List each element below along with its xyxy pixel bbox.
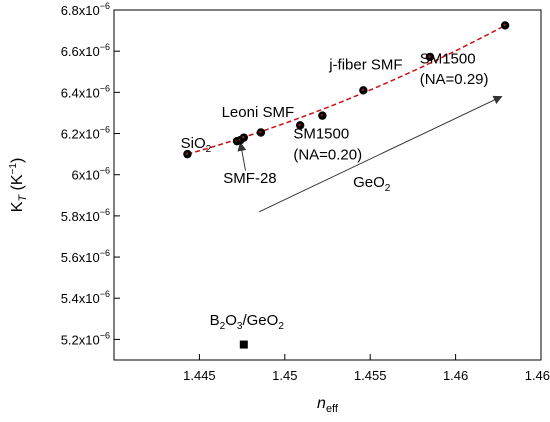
x-axis-title: neff	[317, 395, 339, 415]
data-point-highlight	[503, 23, 506, 27]
x-tick-label: 1.455	[354, 368, 387, 383]
y-tick-label: 6.2x10−6	[61, 125, 110, 142]
y-tick-label: 5.4x10−6	[61, 289, 110, 306]
y-tick-label: 6.6x10−6	[61, 42, 110, 59]
x-tick-label: 1.45	[272, 368, 297, 383]
annotation-smf28: SMF-28	[223, 170, 276, 187]
data-point-highlight	[428, 55, 431, 58]
x-tick-label: 1.465	[525, 368, 550, 383]
x-tick-label: 1.46	[443, 368, 468, 383]
annotation-geo2: GeO2	[353, 174, 391, 194]
annotations-group: SiO2 Leoni SMF SMF-28 SM1500 (NA=0.20) j-fibe…	[181, 51, 489, 332]
annotation-sm1500-029-a: SM1500	[420, 51, 476, 68]
y-tick-label: 6x10−6	[72, 166, 110, 183]
data-point-highlight	[259, 130, 262, 134]
y-tick-label: 5.2x10−6	[61, 330, 110, 347]
data-point-square	[239, 340, 248, 349]
geo2-trend-arrow	[258, 95, 503, 213]
annotation-sm1500-020-a: SM1500	[293, 126, 349, 143]
data-point-highlight	[185, 152, 189, 155]
x-ticks-group: 1.445 1.45 1.455 1.46 1.465	[183, 354, 550, 383]
y-tick-label: 5.8x10−6	[61, 207, 110, 224]
data-point-highlight	[242, 135, 245, 139]
y-tick-label: 6.8x10−6	[61, 1, 110, 18]
y-axis-title: KT (K−1)	[8, 158, 29, 213]
annotation-jfiber: j-fiber SMF	[328, 57, 402, 74]
data-point-highlight	[320, 113, 324, 117]
annotation-sio2: SiO2	[181, 135, 212, 155]
annotation-b2o3: B2O3/GeO2	[210, 312, 285, 332]
data-point-highlight	[298, 123, 301, 127]
fit-curve	[187, 24, 506, 155]
data-point-highlight	[361, 88, 365, 92]
y-ticks-group: 5.2x10−6 5.4x10−6 5.6x10−6 5.8x10−6 6x10−6 6.…	[61, 1, 120, 347]
data-points-group	[183, 21, 510, 349]
x-tick-label: 1.445	[183, 368, 216, 383]
annotation-sm1500-029-b: (NA=0.29)	[420, 71, 489, 88]
axis-titles-group: neff KT (K−1)	[8, 158, 339, 415]
annotation-sm1500-020-b: (NA=0.20)	[293, 146, 362, 163]
plot-frame	[113, 9, 542, 361]
annotation-leoni: Leoni SMF	[222, 104, 295, 121]
fit-curve-group	[187, 24, 506, 155]
y-tick-label: 6.4x10−6	[61, 83, 110, 100]
trend-arrow-group	[237, 95, 503, 213]
y-tick-label: 5.6x10−6	[61, 248, 110, 265]
smf28-pointer	[237, 141, 247, 171]
